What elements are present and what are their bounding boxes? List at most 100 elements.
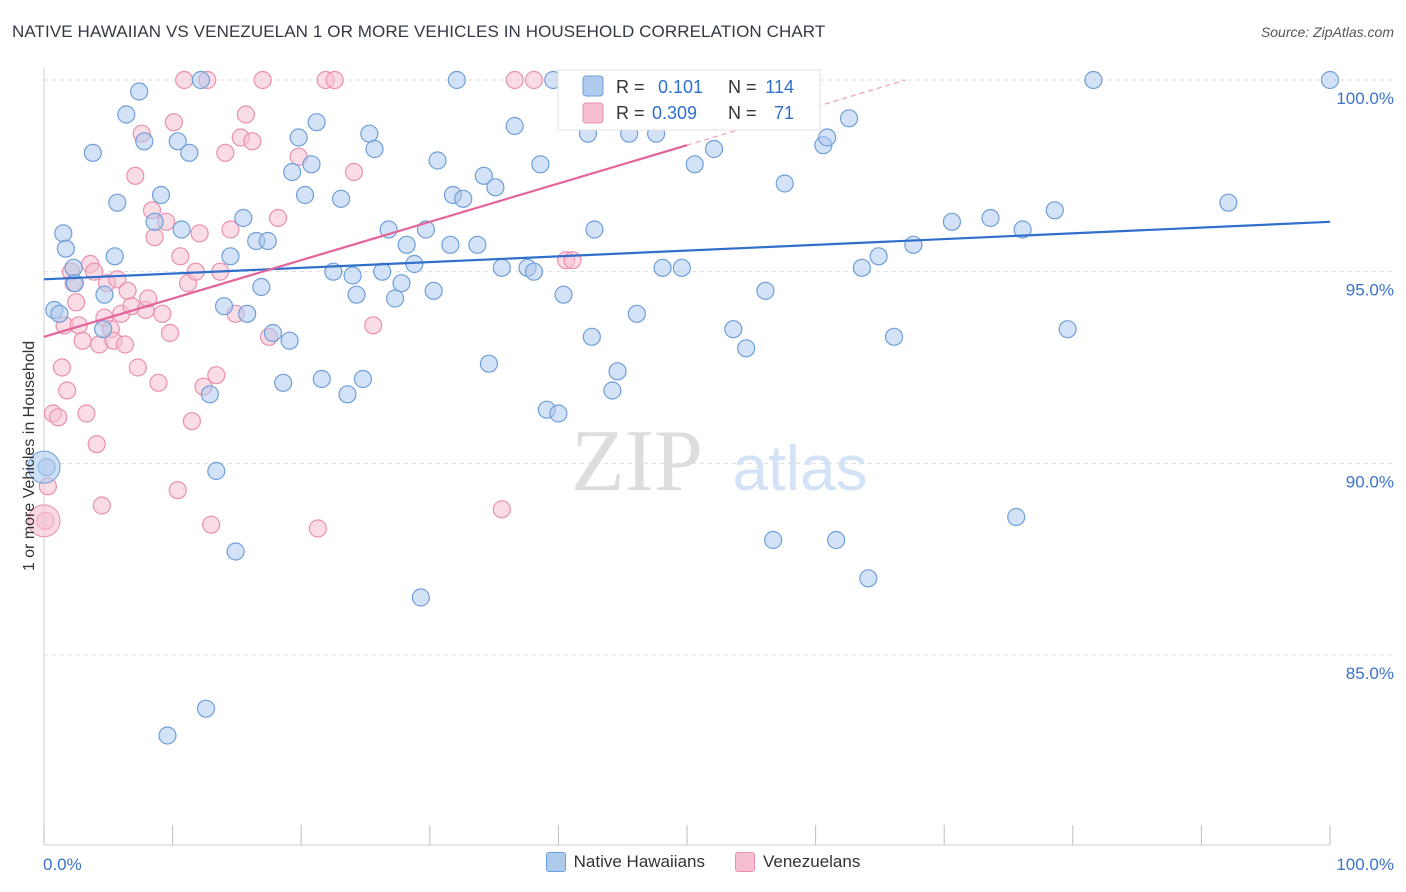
native-hawaiians-point-5 [64, 258, 83, 277]
native-hawaiians-point-24 [207, 461, 226, 481]
native-hawaiians-point-71 [524, 262, 544, 281]
native-hawaiians-point-80 [585, 220, 604, 239]
native-hawaiians-point-39 [302, 155, 321, 174]
venezuelans-point-31 [139, 289, 158, 308]
native-hawaiians-point-26 [221, 247, 240, 266]
native-hawaiians-point-111 [1084, 70, 1103, 90]
stats-r-label-blue: R = [616, 77, 645, 97]
native-hawaiians-point-88 [685, 155, 704, 174]
venezuelans-point-43 [182, 412, 201, 431]
native-hawaiians-point-36 [283, 162, 302, 182]
venezuelans-point-67 [505, 70, 524, 90]
native-hawaiians-point-108 [1013, 220, 1032, 239]
native-hawaiians-point-82 [608, 362, 627, 381]
native-hawaiians-point-43 [331, 189, 351, 208]
native-hawaiians-point-67 [486, 178, 505, 197]
venezuelans-point-6 [58, 381, 77, 400]
venezuelans-point-33 [145, 228, 164, 247]
venezuelans-point-48 [202, 515, 221, 534]
venezuelans-point-37 [160, 323, 180, 343]
native-hawaiians-point-49 [365, 139, 384, 159]
native-hawaiians-point-46 [347, 285, 366, 304]
native-hawaiians-point-54 [397, 235, 416, 254]
venezuelans-point-large [27, 504, 61, 538]
watermark: ZIP atlas [571, 413, 868, 510]
venezuelans-trend-line [43, 144, 688, 338]
native-hawaiians-trend-line [43, 220, 1331, 281]
native-hawaiians-point-21 [191, 70, 210, 90]
source-label: Source: ZipAtlas.com [1260, 24, 1394, 40]
grid-lines [44, 79, 1394, 656]
venezuelans-point-65 [364, 316, 383, 335]
venezuelans-point-41 [175, 70, 194, 90]
native-hawaiians-point-84 [627, 304, 646, 323]
x-tick-labels: 0.0% 100.0% [43, 855, 1394, 874]
y-tick-label-95: 95.0% [1346, 281, 1394, 300]
native-hawaiians-point-68 [492, 258, 511, 277]
native-hawaiians-point-28 [234, 208, 253, 228]
native-hawaiians-point-22 [196, 699, 216, 718]
native-hawaiians-point-100 [852, 258, 871, 277]
venezuelans-point-45 [190, 224, 209, 243]
venezuelans-point-25 [118, 281, 137, 300]
stats-n-value-blue: 114 [765, 77, 794, 97]
trend-lines [43, 79, 1331, 338]
venezuelans-point-34 [149, 373, 168, 392]
venezuelans-point-12 [77, 404, 96, 423]
native-hawaiians-point-9 [95, 285, 114, 304]
native-hawaiians-point-31 [252, 277, 271, 297]
native-hawaiians-point-65 [474, 166, 493, 185]
native-hawaiians-point-87 [672, 258, 691, 277]
native-hawaiians-point-34 [274, 373, 293, 392]
native-hawaiians-point-56 [411, 588, 430, 607]
stats-n-label-blue: N = [728, 77, 757, 97]
native-hawaiians-point-large [27, 450, 61, 484]
native-hawaiians-point-17 [158, 726, 177, 745]
venezuelans-point-17 [92, 496, 111, 515]
stats-legend: R = 0.101 N = 114 R = 0.309 N = 71 [557, 69, 821, 131]
venezuelans-point-51 [216, 143, 235, 162]
venezuelans-point-15 [87, 435, 106, 454]
native-hawaiians-point-105 [942, 212, 962, 231]
native-hawaiians-point-102 [869, 247, 888, 266]
y-tick-label-85: 85.0% [1346, 664, 1394, 683]
native-hawaiians-point-8 [94, 320, 113, 339]
y-tick-label-90: 90.0% [1346, 472, 1394, 491]
venezuelans-point-40 [171, 247, 190, 266]
venezuelans-point-38 [164, 113, 183, 132]
native-hawaiians-point-16 [151, 185, 171, 205]
native-hawaiians-point-58 [424, 281, 443, 300]
native-hawaiians-point-69 [505, 116, 524, 136]
venezuelans-point-64 [344, 162, 364, 182]
venezuelans-point-9 [67, 293, 86, 312]
native-hawaiians-point-75 [549, 404, 568, 423]
native-hawaiians-point-59 [428, 151, 447, 170]
native-hawaiians-point-20 [180, 143, 199, 162]
native-hawaiians-point-48 [360, 124, 379, 143]
native-hawaiians-point-40 [307, 113, 326, 132]
native-hawaiians-point-14 [135, 132, 154, 151]
venezuelans-points [27, 70, 582, 538]
native-hawaiians-point-66 [479, 354, 499, 373]
stats-r-value-blue: 0.101 [658, 77, 703, 97]
native-hawaiians-point-107 [1007, 507, 1026, 527]
native-hawaiians-point-110 [1058, 320, 1077, 339]
native-hawaiians-point-11 [108, 193, 127, 212]
legend-label-venezuelans: Venezuelans [762, 852, 861, 871]
native-hawaiians-point-79 [582, 327, 601, 346]
native-hawaiians-point-112 [1219, 193, 1238, 212]
watermark-atlas: atlas [732, 432, 867, 504]
stats-swatch-pink [582, 102, 604, 124]
native-hawaiians-point-45 [343, 266, 362, 285]
native-hawaiians-point-86 [653, 258, 672, 277]
venezuelans-point-11 [73, 331, 92, 350]
stats-n-value-pink: 71 [774, 103, 794, 123]
venezuelans-point-57 [253, 70, 272, 90]
venezuelans-point-3 [49, 408, 68, 427]
native-hawaiians-point-25 [214, 297, 234, 316]
native-hawaiians-point-92 [756, 281, 775, 300]
venezuelans-point-68 [524, 70, 544, 90]
native-hawaiians-point-103 [884, 327, 904, 346]
venezuelans-point-66 [492, 500, 511, 519]
venezuelans-point-28 [128, 358, 147, 377]
